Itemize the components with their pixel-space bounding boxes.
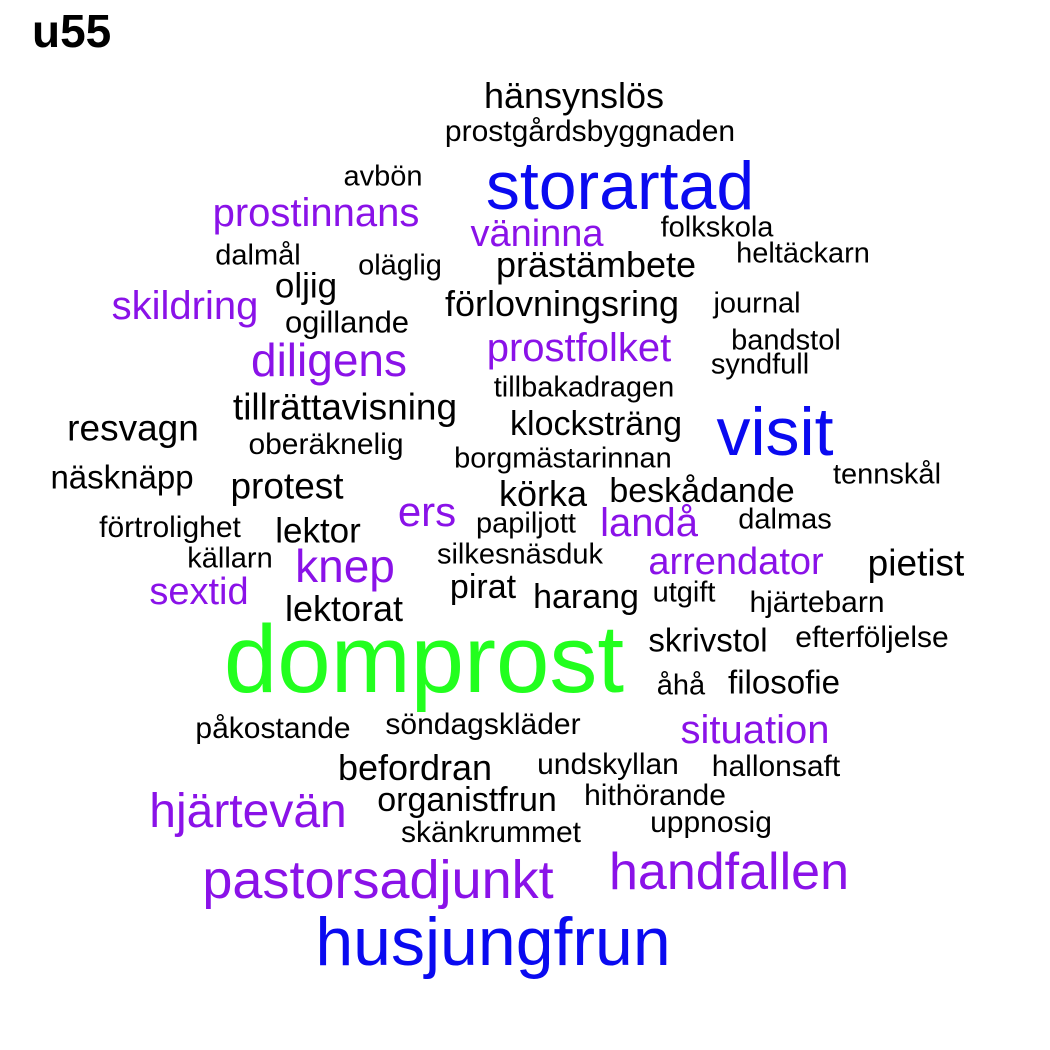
word-skrivstol: skrivstol: [648, 621, 768, 659]
word-efterfoljelse: efterföljelse: [795, 621, 949, 654]
word-prostinnans: prostinnans: [212, 191, 420, 235]
word-hjartevan: hjärtevän: [149, 785, 347, 838]
word-heltackarn: heltäckarn: [736, 237, 870, 270]
word-undskyllan: undskyllan: [537, 748, 679, 781]
word-tillbakadragen: tillbakadragen: [493, 371, 675, 404]
word-domprost: domprost: [223, 606, 625, 713]
word-beskadande: beskådande: [609, 472, 795, 510]
word-visit: visit: [716, 394, 834, 470]
word-dalmas: dalmas: [738, 503, 832, 536]
word-lektorat: lektorat: [284, 588, 404, 629]
word-skankrummet: skänkrummet: [400, 816, 582, 849]
word-oljig: oljig: [274, 266, 338, 306]
word-hjartebarn: hjärtebarn: [749, 586, 885, 619]
word-folkskola: folkskola: [660, 211, 774, 244]
word-diligens: diligens: [251, 334, 407, 386]
word-pirat: pirat: [449, 568, 517, 606]
word-aha: åhå: [656, 669, 706, 702]
word-husjungfrun: husjungfrun: [315, 904, 671, 980]
word-lektor: lektor: [275, 511, 361, 551]
word-handfallen: handfallen: [609, 843, 849, 901]
word-korka: körka: [498, 473, 588, 514]
word-filosofie: filosofie: [728, 663, 840, 701]
word-kallarn: källarn: [187, 542, 273, 575]
word-forlovningsring: förlovningsring: [444, 283, 680, 324]
word-prostfolket: prostfolket: [486, 326, 672, 370]
word-landa: landå: [600, 501, 698, 545]
word-ogillande: ogillande: [284, 304, 410, 340]
word-hithorande: hithörande: [584, 779, 726, 812]
word-resvagn: resvagn: [67, 407, 199, 449]
word-nasknapp: näsknäpp: [50, 458, 194, 496]
word-uppnosig: uppnosig: [650, 806, 772, 839]
word-pakostande: påkostande: [195, 712, 351, 745]
word-olaglig: oläglig: [358, 249, 442, 282]
word-dalmal: dalmål: [215, 239, 301, 272]
word-avbon: avbön: [343, 160, 423, 193]
word-organistfrun: organistfrun: [377, 781, 557, 819]
word-situation: situation: [680, 708, 830, 752]
word-klockstrang: klocksträng: [510, 405, 682, 443]
word-pietist: pietist: [867, 542, 965, 584]
word-oberaknelig: oberäknelig: [248, 428, 404, 461]
word-sondagsklader: söndagskläder: [385, 708, 581, 741]
word-sextid: sextid: [149, 571, 249, 613]
word-knep: knep: [295, 540, 395, 592]
word-papiljott: papiljott: [476, 507, 576, 540]
word-utgift: utgift: [652, 576, 716, 609]
word-ers: ers: [397, 488, 457, 535]
word-hansynslos: hänsynslös: [483, 75, 665, 116]
word-tillrattavisning: tillrättavisning: [232, 386, 458, 428]
word-fortrolighet: förtrolighet: [99, 511, 241, 544]
word-befordran: befordran: [337, 747, 493, 788]
word-arrendator: arrendator: [648, 541, 824, 583]
word-hallonsaft: hallonsaft: [711, 750, 841, 783]
word-prastambete: prästämbete: [495, 244, 697, 285]
word-harang: harang: [533, 578, 639, 616]
word-vaninna: väninna: [470, 213, 604, 255]
word-tennskal: tennskål: [832, 458, 942, 491]
word-silkesnasduk: silkesnäsduk: [436, 538, 604, 571]
word-bandstol: bandstol: [731, 324, 841, 357]
cloud-title: u55: [32, 5, 112, 57]
word-protest: protest: [230, 465, 344, 507]
word-syndfull: syndfull: [710, 348, 810, 381]
word-borgmastarinnan: borgmästarinnan: [454, 442, 672, 475]
word-prostgardsbyggnaden: prostgårdsbyggnaden: [444, 115, 736, 148]
word-storartad: storartad: [485, 148, 755, 224]
word-skildring: skildring: [111, 284, 259, 328]
word-pastorsadjunkt: pastorsadjunkt: [202, 850, 554, 910]
word-journal: journal: [713, 287, 801, 320]
